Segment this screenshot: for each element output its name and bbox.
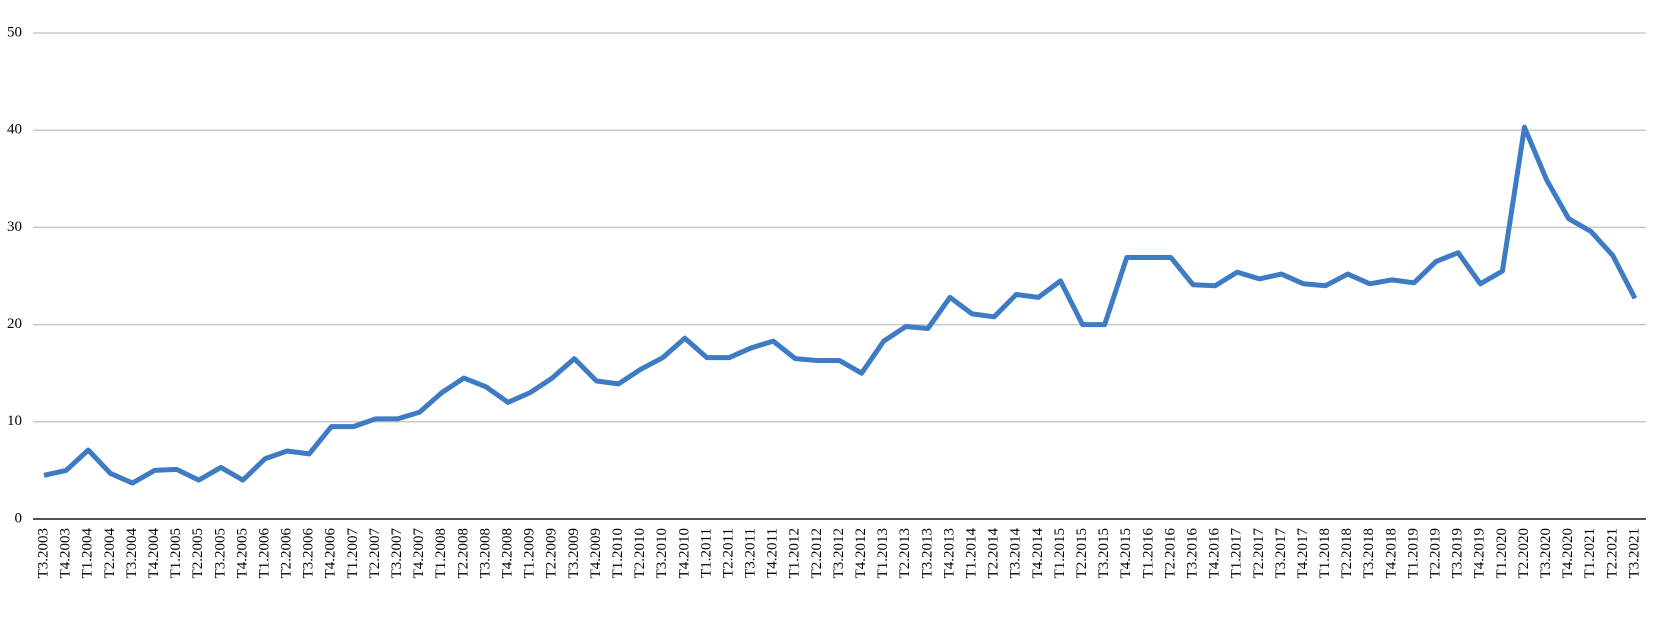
x-tick-label: T3.2021 bbox=[1626, 528, 1642, 578]
y-tick-label: 20 bbox=[7, 316, 22, 332]
x-tick-label: T4.2018 bbox=[1383, 528, 1399, 578]
x-tick-label: T4.2020 bbox=[1560, 528, 1576, 578]
x-tick-label: T4.2015 bbox=[1118, 528, 1134, 578]
x-tick-label: T2.2013 bbox=[897, 528, 913, 578]
y-tick-label: 30 bbox=[7, 219, 22, 235]
x-tick-label: T1.2013 bbox=[875, 528, 891, 578]
x-tick-label: T4.2013 bbox=[941, 528, 957, 578]
x-tick-label: T2.2006 bbox=[279, 528, 295, 579]
x-tick-label: T1.2015 bbox=[1052, 528, 1068, 578]
x-tick-label: T4.2009 bbox=[588, 528, 604, 578]
y-tick-label: 10 bbox=[7, 413, 22, 429]
x-tick-label: T3.2005 bbox=[212, 528, 228, 578]
x-tick-label: T2.2010 bbox=[632, 528, 648, 578]
x-tick-label: T4.2005 bbox=[234, 528, 250, 578]
x-tick-label: T4.2006 bbox=[323, 528, 339, 579]
x-tick-label: T3.2008 bbox=[477, 528, 493, 578]
x-tick-label: T2.2014 bbox=[986, 528, 1002, 579]
x-tick-label: T3.2011 bbox=[743, 528, 759, 578]
x-tick-label: T2.2011 bbox=[720, 528, 736, 578]
y-tick-label: 0 bbox=[15, 510, 23, 526]
x-tick-label: T4.2016 bbox=[1207, 528, 1223, 579]
x-tick-label: T2.2017 bbox=[1251, 528, 1267, 579]
x-tick-label: T2.2012 bbox=[809, 528, 825, 578]
x-tick-label: T2.2019 bbox=[1428, 528, 1444, 578]
x-tick-label: T1.2004 bbox=[80, 528, 96, 579]
x-tick-label: T2.2005 bbox=[190, 528, 206, 578]
x-tick-label: T2.2009 bbox=[544, 528, 560, 578]
x-tick-label: T3.2018 bbox=[1361, 528, 1377, 578]
x-tick-label: T1.2011 bbox=[698, 528, 714, 578]
x-tick-label: T4.2017 bbox=[1295, 528, 1311, 579]
x-tick-label: T4.2019 bbox=[1472, 528, 1488, 578]
x-tick-label: T1.2010 bbox=[610, 528, 626, 578]
x-tick-label: T3.2003 bbox=[35, 528, 51, 578]
x-tick-label: T1.2012 bbox=[787, 528, 803, 578]
x-tick-label: T3.2009 bbox=[566, 528, 582, 578]
x-tick-label: T1.2020 bbox=[1494, 528, 1510, 578]
data-line bbox=[43, 124, 1638, 486]
x-tick-label: T4.2010 bbox=[676, 528, 692, 578]
y-tick-label: 50 bbox=[7, 24, 22, 40]
x-tick-label: T2.2021 bbox=[1604, 528, 1620, 578]
x-tick-label: T3.2006 bbox=[301, 528, 317, 579]
x-tick-label: T1.2006 bbox=[256, 528, 272, 579]
x-tick-label: T3.2013 bbox=[919, 528, 935, 578]
x-tick-label: T2.2020 bbox=[1516, 528, 1532, 578]
x-tick-label: T1.2014 bbox=[964, 528, 980, 579]
x-tick-label: T4.2014 bbox=[1030, 528, 1046, 579]
x-tick-label: T4.2008 bbox=[499, 528, 515, 578]
x-tick-label: T2.2008 bbox=[455, 528, 471, 578]
x-tick-label: T1.2016 bbox=[1140, 528, 1156, 579]
x-tick-label: T3.2015 bbox=[1096, 528, 1112, 578]
x-tick-label: T4.2003 bbox=[58, 528, 74, 578]
x-tick-label: T2.2007 bbox=[367, 528, 383, 579]
x-tick-label: T3.2007 bbox=[389, 528, 405, 579]
x-tick-label: T1.2019 bbox=[1405, 528, 1421, 578]
x-tick-label: T3.2014 bbox=[1008, 528, 1024, 579]
y-tick-label: 40 bbox=[7, 122, 22, 138]
x-tick-label: T1.2018 bbox=[1317, 528, 1333, 578]
x-tick-label: T4.2007 bbox=[411, 528, 427, 579]
x-tick-label: T4.2012 bbox=[853, 528, 869, 578]
x-tick-label: T1.2008 bbox=[433, 528, 449, 578]
x-tick-label: T2.2015 bbox=[1074, 528, 1090, 578]
x-tick-label: T2.2004 bbox=[102, 528, 118, 579]
x-tick-label: T4.2011 bbox=[765, 528, 781, 578]
x-tick-label: T3.2016 bbox=[1184, 528, 1200, 579]
x-tick-label: T2.2018 bbox=[1339, 528, 1355, 578]
x-tick-label: T1.2005 bbox=[168, 528, 184, 578]
x-tick-label: T3.2020 bbox=[1538, 528, 1554, 578]
x-tick-label: T1.2009 bbox=[522, 528, 538, 578]
x-tick-label: T3.2010 bbox=[654, 528, 670, 578]
x-tick-label: T3.2004 bbox=[124, 528, 140, 579]
x-tick-label: T1.2007 bbox=[345, 528, 361, 579]
x-tick-label: T3.2019 bbox=[1450, 528, 1466, 578]
x-tick-label: T2.2016 bbox=[1162, 528, 1178, 579]
x-tick-label: T3.2012 bbox=[831, 528, 847, 578]
x-tick-label: T3.2017 bbox=[1273, 528, 1289, 579]
x-tick-label: T1.2021 bbox=[1582, 528, 1598, 578]
x-tick-label: T4.2004 bbox=[146, 528, 162, 579]
x-tick-label: T1.2017 bbox=[1229, 528, 1245, 579]
